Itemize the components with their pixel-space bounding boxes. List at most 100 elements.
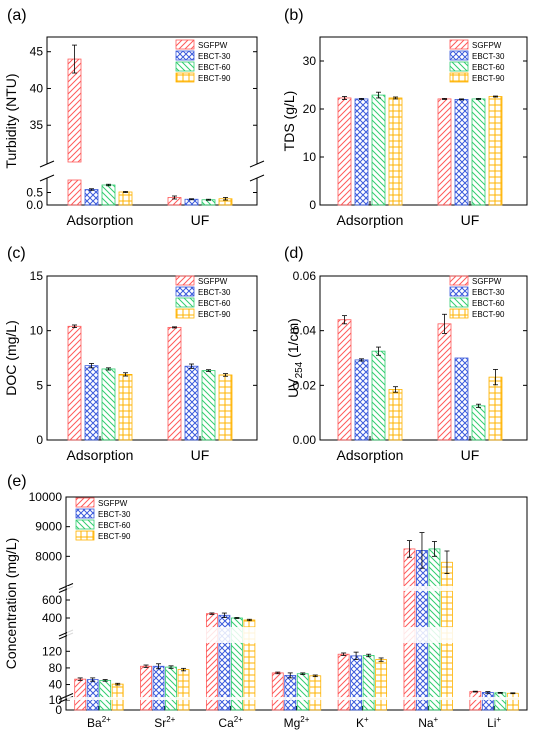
y-tick-label: 9000 <box>35 520 62 534</box>
axis-break-mark <box>39 160 55 168</box>
legend-label: EBCT-90 <box>472 74 505 83</box>
bar-EBCT-60 <box>494 692 507 711</box>
x-tick-label: UF <box>191 447 210 463</box>
bar-SGFPW <box>469 691 482 711</box>
bar-SGFPW <box>337 97 352 206</box>
legend-label: EBCT-60 <box>198 63 231 72</box>
bar-EBCT-90 <box>488 96 503 206</box>
x-tick-label: Ca2+ <box>218 715 243 730</box>
y-tick-label: 0.00 <box>293 433 317 447</box>
y-tick-label: 5 <box>36 378 43 392</box>
bar-EBCT-90 <box>506 692 519 711</box>
y-axis-label: Concentration (mg/L) <box>3 538 19 670</box>
bar-SGFPW <box>67 58 82 163</box>
y-tick-label: 0.5 <box>26 186 43 200</box>
bar-EBCT-60 <box>101 184 116 206</box>
panel-c: (c) 0 5 10 15 DOC (mg/L) Adsorption UF SGFPW EBCT… <box>3 245 258 463</box>
bar-EBCT-90 <box>388 97 403 206</box>
bar-EBCT-60 <box>471 98 486 206</box>
axis-break-mark <box>249 174 265 182</box>
legend-label: EBCT-90 <box>198 310 231 319</box>
bar-EBCT-60 <box>371 94 386 206</box>
bar-EBCT-60 <box>101 368 116 441</box>
bar-EBCT-30 <box>86 679 99 711</box>
legend-swatch <box>175 275 195 286</box>
axis-break-mark <box>58 693 74 700</box>
y-tick-label: 10 <box>30 324 44 338</box>
legend-swatch <box>449 39 469 50</box>
y-tick-label: 400 <box>42 611 62 625</box>
bar-EBCT-30 <box>454 99 469 206</box>
legend-label: EBCT-90 <box>472 310 505 319</box>
x-tick-label: K+ <box>356 715 369 730</box>
y-tick-label: 35 <box>30 118 44 132</box>
legend-swatch <box>175 61 195 72</box>
bar-EBCT-30 <box>481 692 494 711</box>
bar-EBCT-60 <box>165 666 177 711</box>
legend-swatch <box>75 519 95 530</box>
y-tick-label: 20 <box>303 102 317 116</box>
bar-SGFPW <box>437 323 452 441</box>
legend-swatch <box>75 508 95 519</box>
x-tick-label: Ba2+ <box>87 715 111 730</box>
panel-d: (d) 0.00 0.02 0.04 0.06 UV254 (1/cm) Adsorptio… <box>284 245 528 463</box>
axis-frame <box>65 496 528 711</box>
legend-label: EBCT-30 <box>198 52 231 61</box>
bar-SGFPW <box>67 179 82 206</box>
y-tick-label: 40 <box>30 81 44 95</box>
y-tick-label: 15 <box>30 269 44 283</box>
legend-label: EBCT-60 <box>472 63 505 72</box>
bar-EBCT-90 <box>488 376 503 441</box>
axis-frame <box>46 275 258 441</box>
y-tick-label: 0.06 <box>293 269 317 283</box>
bar-SGFPW <box>74 678 87 711</box>
y-axis-label: UV254 (1/cm) <box>285 318 305 398</box>
bar-EBCT-60 <box>99 679 112 711</box>
legend-swatch <box>449 297 469 308</box>
bar-EBCT-30 <box>350 655 363 711</box>
axis-frame <box>319 36 528 206</box>
legend-swatch <box>449 50 469 61</box>
bar-EBCT-90 <box>118 373 133 441</box>
legend-label: EBCT-30 <box>472 52 505 61</box>
y-tick-label: 600 <box>42 593 62 607</box>
legend-swatch <box>449 72 469 83</box>
x-tick-label: Li+ <box>487 715 501 730</box>
panel-a: (a) 35 40 45 0.00.5 Turbidity (NTU) Adsorption… <box>3 7 265 228</box>
axis-break-mark <box>39 174 55 182</box>
legend-label: EBCT-30 <box>198 288 231 297</box>
y-tick-label: 120 <box>42 644 62 658</box>
bar-EBCT-30 <box>84 365 99 441</box>
legend-swatch <box>449 275 469 286</box>
legend-label: EBCT-30 <box>472 288 505 297</box>
x-tick-label: UF <box>461 447 480 463</box>
legend-swatch <box>449 286 469 297</box>
axis-frame <box>46 36 258 206</box>
x-tick-label: Sr2+ <box>154 715 175 730</box>
bar-EBCT-60 <box>371 350 386 441</box>
bar-EBCT-60 <box>471 405 486 441</box>
y-tick-label: 0 <box>36 433 43 447</box>
y-tick-label: 0.04 <box>293 324 317 338</box>
legend-label: EBCT-90 <box>198 74 231 83</box>
panel-label: (b) <box>284 7 304 24</box>
panel-label: (d) <box>284 245 304 262</box>
y-tick-label: 80 <box>49 661 63 675</box>
bar-EBCT-30 <box>354 359 369 441</box>
bar-SGFPW <box>271 672 284 711</box>
legend-swatch <box>175 39 195 50</box>
panel-label: (e) <box>7 473 27 490</box>
bar-EBCT-90 <box>388 389 403 441</box>
axis-break-mark <box>58 583 74 590</box>
bar-EBCT-90 <box>118 191 133 206</box>
y-tick-label: 0 <box>55 703 62 717</box>
x-tick-label: UF <box>461 212 480 228</box>
bar-SGFPW <box>67 325 82 441</box>
bar-EBCT-30 <box>152 665 165 711</box>
y-tick-label: 45 <box>30 45 44 59</box>
y-tick-label: 0 <box>309 198 316 212</box>
x-tick-label: Adsorption <box>67 447 134 463</box>
bar-SGFPW <box>337 319 352 441</box>
legend-label: EBCT-60 <box>98 521 131 530</box>
